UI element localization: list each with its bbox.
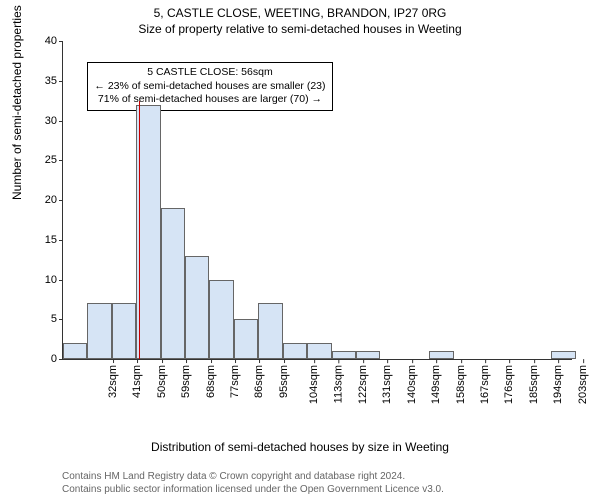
- y-tick: 30: [33, 115, 63, 127]
- annotation-line-3: 71% of semi-detached houses are larger (…: [94, 93, 325, 107]
- x-tick: 122sqm: [357, 359, 369, 404]
- x-tick: 77sqm: [229, 359, 241, 398]
- histogram-bar: [307, 343, 331, 359]
- attribution-text: Contains HM Land Registry data © Crown c…: [62, 470, 444, 496]
- x-tick: 41sqm: [131, 359, 143, 398]
- y-tick: 35: [33, 75, 63, 87]
- histogram-bar: [429, 351, 453, 359]
- chart-container: 5, CASTLE CLOSE, WEETING, BRANDON, IP27 …: [0, 0, 600, 500]
- x-tick: 167sqm: [479, 359, 491, 404]
- x-tick: 59sqm: [180, 359, 192, 398]
- y-tick: 0: [33, 353, 63, 365]
- histogram-bar: [283, 343, 307, 359]
- y-axis-label: Number of semi-detached properties: [10, 5, 24, 200]
- x-tick: 185sqm: [528, 359, 540, 404]
- x-tick: 95sqm: [278, 359, 290, 398]
- histogram-bar: [112, 303, 136, 359]
- plot-area: 5 CASTLE CLOSE: 56sqm ← 23% of semi-deta…: [62, 42, 572, 360]
- y-tick: 15: [33, 234, 63, 246]
- y-tick: 10: [33, 274, 63, 286]
- annotation-box: 5 CASTLE CLOSE: 56sqm ← 23% of semi-deta…: [87, 62, 332, 111]
- y-tick: 20: [33, 194, 63, 206]
- annotation-line-1: 5 CASTLE CLOSE: 56sqm: [94, 66, 325, 80]
- x-tick: 176sqm: [504, 359, 516, 404]
- histogram-bar: [161, 208, 185, 359]
- x-axis-label: Distribution of semi-detached houses by …: [0, 440, 600, 454]
- x-tick: 203sqm: [577, 359, 589, 404]
- attribution-line-1: Contains HM Land Registry data © Crown c…: [62, 470, 444, 483]
- histogram-bar: [209, 280, 233, 360]
- histogram-bar: [258, 303, 282, 359]
- histogram-bar: [185, 256, 209, 359]
- chart-title-sub: Size of property relative to semi-detach…: [0, 22, 600, 36]
- attribution-line-2: Contains public sector information licen…: [62, 483, 444, 496]
- histogram-bar: [63, 343, 87, 359]
- x-tick: 104sqm: [308, 359, 320, 404]
- x-tick: 86sqm: [253, 359, 265, 398]
- histogram-bar: [87, 303, 111, 359]
- y-tick: 40: [33, 35, 63, 47]
- histogram-bar: [356, 351, 380, 359]
- x-tick: 113sqm: [332, 359, 344, 403]
- histogram-bar: [551, 351, 575, 359]
- x-tick: 68sqm: [205, 359, 217, 398]
- x-tick: 140sqm: [406, 359, 418, 404]
- marker-line: [139, 101, 140, 359]
- x-tick: 50sqm: [156, 359, 168, 398]
- chart-title-main: 5, CASTLE CLOSE, WEETING, BRANDON, IP27 …: [0, 6, 600, 20]
- x-tick: 131sqm: [382, 359, 394, 404]
- histogram-bar: [234, 319, 258, 359]
- histogram-bar: [332, 351, 356, 359]
- y-tick: 25: [33, 154, 63, 166]
- x-tick: 158sqm: [455, 359, 467, 404]
- y-tick: 5: [33, 313, 63, 325]
- x-tick: 149sqm: [430, 359, 442, 404]
- x-tick: 32sqm: [107, 359, 119, 398]
- annotation-line-2: ← 23% of semi-detached houses are smalle…: [94, 80, 325, 94]
- x-tick: 194sqm: [552, 359, 564, 404]
